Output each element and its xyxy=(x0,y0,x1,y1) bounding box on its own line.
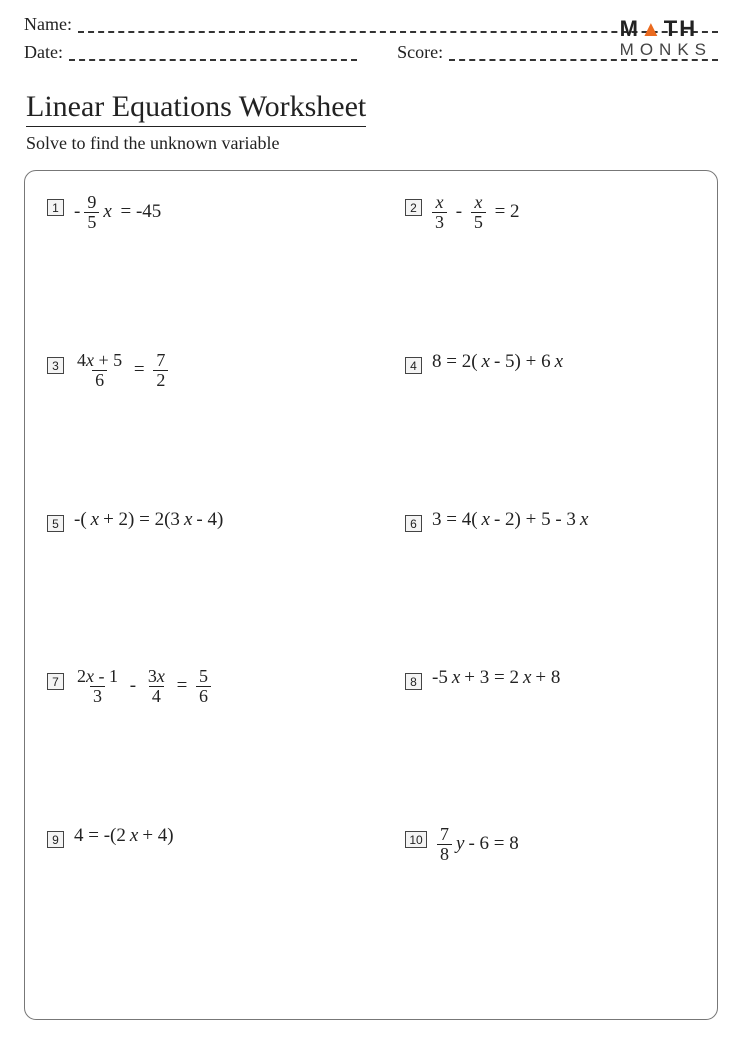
problem-number-badge: 8 xyxy=(405,673,422,690)
date-score-row: Date: Score: xyxy=(24,42,718,64)
logo-subtext: MONKS xyxy=(620,41,712,58)
problem-number-badge: 2 xyxy=(405,199,422,216)
page-title: Linear Equations Worksheet xyxy=(26,90,366,127)
equation-text: 3 = 4(x - 2) + 5 - 3x xyxy=(432,509,588,531)
name-row: Name: xyxy=(24,14,718,36)
logo-text-pre: M xyxy=(620,16,640,41)
name-label: Name: xyxy=(24,14,78,36)
equation-text: 2x - 13 - 3x4 = 56 xyxy=(74,667,211,706)
problem-number-badge: 1 xyxy=(47,199,64,216)
logo-text-post: TH xyxy=(664,16,697,41)
problem-cell: 9 4 = -(2x + 4) xyxy=(47,821,375,848)
problem-row: 5 -(x + 2) = 2(3x - 4) 6 3 = 4(x - 2) + 5 -… xyxy=(47,505,703,663)
problem-number-badge: 7 xyxy=(47,673,64,690)
problem-number-badge: 4 xyxy=(405,357,422,374)
score-label: Score: xyxy=(397,42,449,64)
problem-cell: 3 4x + 56 = 72 xyxy=(47,347,375,390)
problem-number-badge: 9 xyxy=(47,831,64,848)
problem-cell: 2 x3 - x5 = 2 xyxy=(375,189,703,232)
problem-cell: 10 78y - 6 = 8 xyxy=(375,821,703,864)
equation-text: 78y - 6 = 8 xyxy=(437,825,519,864)
problem-row: 7 2x - 13 - 3x4 = 56 8 -5x + 3 = 2x + 8 xyxy=(47,663,703,821)
problem-row: 1 -95x = -45 2 x3 - x5 = 2 xyxy=(47,189,703,347)
problem-cell: 8 -5x + 3 = 2x + 8 xyxy=(375,663,703,690)
problem-cell: 1 -95x = -45 xyxy=(47,189,375,232)
problem-cell: 7 2x - 13 - 3x4 = 56 xyxy=(47,663,375,706)
problem-row: 3 4x + 56 = 72 4 8 = 2(x - 5) + 6x xyxy=(47,347,703,505)
date-blank[interactable] xyxy=(69,59,357,61)
problem-number-badge: 5 xyxy=(47,515,64,532)
header-fields: Name: Date: Score: xyxy=(24,14,718,64)
brand-logo: M▲TH MONKS xyxy=(620,18,712,58)
problem-cell: 4 8 = 2(x - 5) + 6x xyxy=(375,347,703,374)
problem-number-badge: 3 xyxy=(47,357,64,374)
problem-number-badge: 6 xyxy=(405,515,422,532)
problems-container: 1 -95x = -45 2 x3 - x5 = 2 3 4x + 56 = 72 4 8 =… xyxy=(24,170,718,1020)
score-blank[interactable] xyxy=(449,59,718,61)
problem-cell: 6 3 = 4(x - 2) + 5 - 3x xyxy=(375,505,703,532)
equation-text: -(x + 2) = 2(3x - 4) xyxy=(74,509,223,531)
equation-text: 4x + 56 = 72 xyxy=(74,351,168,390)
logo-triangle-icon: ▲ xyxy=(640,16,664,41)
equation-text: -5x + 3 = 2x + 8 xyxy=(432,667,560,689)
problem-number-badge: 10 xyxy=(405,831,427,848)
problem-row: 9 4 = -(2x + 4) 10 78y - 6 = 8 xyxy=(47,821,703,979)
page-subtitle: Solve to find the unknown variable xyxy=(26,133,718,154)
equation-text: 4 = -(2x + 4) xyxy=(74,825,174,847)
date-label: Date: xyxy=(24,42,69,64)
problem-cell: 5 -(x + 2) = 2(3x - 4) xyxy=(47,505,375,532)
equation-text: 8 = 2(x - 5) + 6x xyxy=(432,351,563,373)
equation-text: -95x = -45 xyxy=(74,193,161,232)
equation-text: x3 - x5 = 2 xyxy=(432,193,520,232)
